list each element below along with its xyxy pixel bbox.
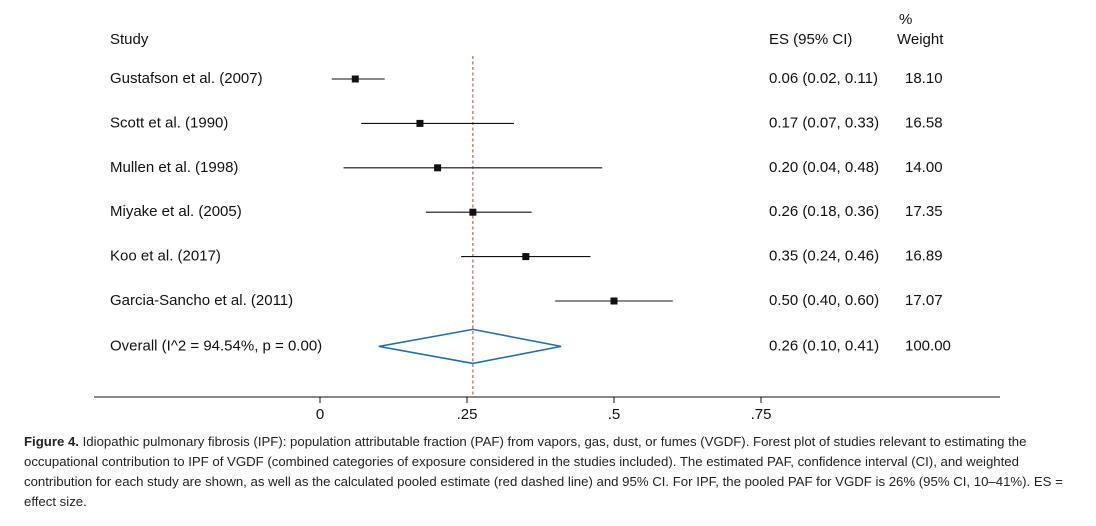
caption-label: Figure 4. (24, 434, 79, 449)
weight-column-header-percent: % (899, 11, 913, 28)
figure-caption: Figure 4. Idiopathic pulmonary fibrosis … (24, 432, 1074, 512)
caption-text: Idiopathic pulmonary fibrosis (IPF): pop… (24, 434, 1063, 509)
overall-diamond (378, 328, 562, 365)
study-label: Koo et al. (2017) (110, 248, 221, 265)
x-axis-tick-label: .5 (608, 406, 621, 420)
weight-value: 18.10 (905, 70, 943, 87)
study-label: Miyake et al. (2005) (110, 203, 242, 220)
overall-weight-value: 100.00 (905, 337, 951, 354)
es-ci-value: 0.17 (0.07, 0.33) (769, 114, 879, 131)
weight-value: 17.07 (905, 292, 943, 309)
weight-value: 16.58 (905, 114, 943, 131)
study-label: Garcia-Sancho et al. (2011) (110, 292, 293, 309)
es-ci-value: 0.06 (0.02, 0.11) (769, 70, 878, 87)
point-estimate-marker (522, 253, 530, 261)
point-estimate-marker (434, 164, 442, 172)
study-label: Mullen et al. (1998) (110, 159, 238, 176)
overall-label: Overall (I^2 = 94.54%, p = 0.00) (110, 337, 322, 354)
x-axis-tick-label: .25 (457, 406, 478, 420)
point-estimate-marker (469, 208, 477, 216)
weight-value: 17.35 (905, 203, 943, 220)
point-estimate-marker (351, 75, 359, 83)
es-column-header: ES (95% CI) (769, 31, 853, 48)
study-label: Scott et al. (1990) (110, 114, 228, 131)
es-ci-value: 0.20 (0.04, 0.48) (769, 159, 879, 176)
point-estimate-marker (610, 297, 618, 305)
es-ci-value: 0.26 (0.18, 0.36) (769, 203, 879, 220)
x-axis-tick-label: .75 (751, 406, 772, 420)
study-column-header: Study (110, 31, 149, 48)
es-ci-value: 0.35 (0.24, 0.46) (769, 248, 879, 265)
point-estimate-marker (416, 119, 424, 127)
forest-plot-svg: Gustafson et al. (2007) 0.06 (0.02, 0.11)… (94, 56, 1000, 420)
weight-column-header: Weight (897, 31, 944, 48)
weight-value: 14.00 (905, 159, 943, 176)
weight-value: 16.89 (905, 248, 943, 265)
overall-es-ci-value: 0.26 (0.10, 0.41) (769, 337, 879, 354)
forest-plot-figure: Study ES (95% CI) % Weight Gustafson et … (94, 11, 1000, 420)
es-ci-value: 0.50 (0.40, 0.60) (769, 292, 879, 309)
x-axis-tick-label: 0 (316, 406, 324, 420)
study-label: Gustafson et al. (2007) (110, 70, 263, 87)
